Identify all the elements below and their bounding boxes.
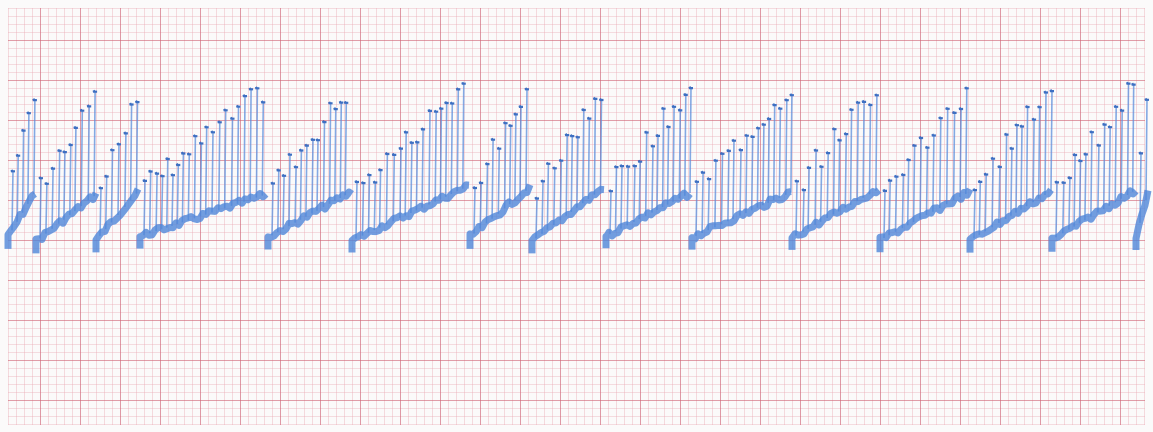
ecg-strip	[0, 0, 1153, 432]
page: (() => { const data = JSON.parse(documen…	[0, 0, 1153, 432]
